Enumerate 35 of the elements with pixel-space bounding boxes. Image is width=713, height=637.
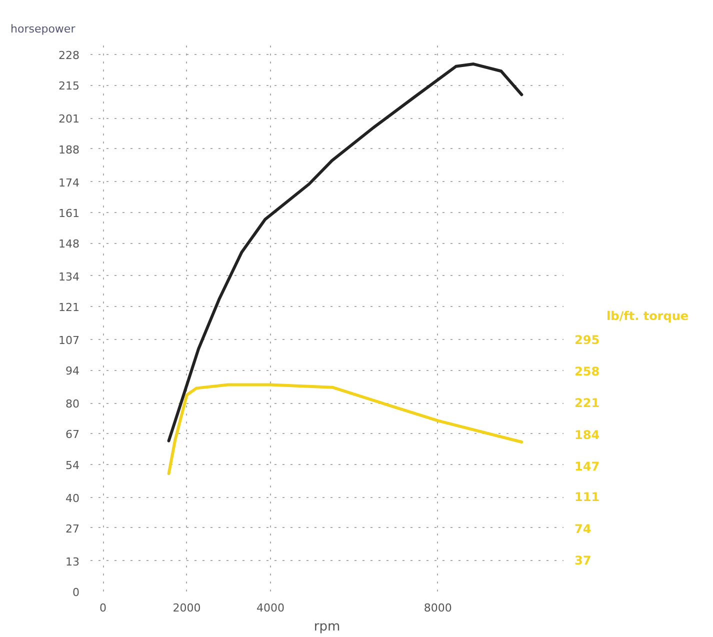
y-tick-label: 201 (58, 112, 80, 126)
y-tick-label: 0 (72, 586, 80, 599)
y-tick-label: 94 (66, 364, 80, 378)
y-tick-label: 161 (58, 206, 80, 220)
x-tick-label: 2000 (172, 602, 201, 614)
y2-tick-label: 184 (574, 428, 600, 442)
y2-axis-title: lb/ft. torque (606, 309, 688, 323)
y-tick-label: 40 (66, 492, 80, 505)
y-tick-label: 188 (58, 143, 80, 156)
y-tick-label: 228 (58, 49, 80, 62)
y-tick-label: 215 (58, 80, 80, 93)
line-series (167, 383, 524, 476)
y2-tick-label: 258 (574, 364, 600, 379)
y-tick-label: 54 (66, 458, 80, 472)
y2-tick-label: 221 (574, 396, 600, 410)
x-tick-label: 8000 (424, 602, 452, 614)
y2-tick-label: 74 (574, 522, 592, 536)
y-tick-label: 107 (58, 334, 80, 348)
y-tick-label: 148 (58, 238, 80, 251)
y2-tick-label: 147 (574, 459, 600, 474)
y-axis-title: horsepower (10, 22, 76, 36)
y-tick-label: 80 (66, 398, 80, 411)
y2-tick-label: 295 (574, 332, 600, 347)
y2-tick-label: 37 (574, 553, 592, 568)
x-axis-title: rpm (314, 620, 340, 634)
x-tick-label: 0 (100, 602, 107, 614)
y-tick-label: 13 (66, 555, 80, 568)
y-tick-label: 67 (66, 428, 80, 442)
y-tick-label: 134 (58, 270, 80, 284)
y-tick-label: 174 (58, 176, 80, 190)
x-tick-label: 4000 (256, 602, 284, 614)
y-tick-label: 121 (58, 301, 80, 314)
y-tick-label: 27 (66, 522, 80, 536)
y2-tick-label: 111 (574, 490, 600, 504)
line-series (167, 62, 524, 442)
